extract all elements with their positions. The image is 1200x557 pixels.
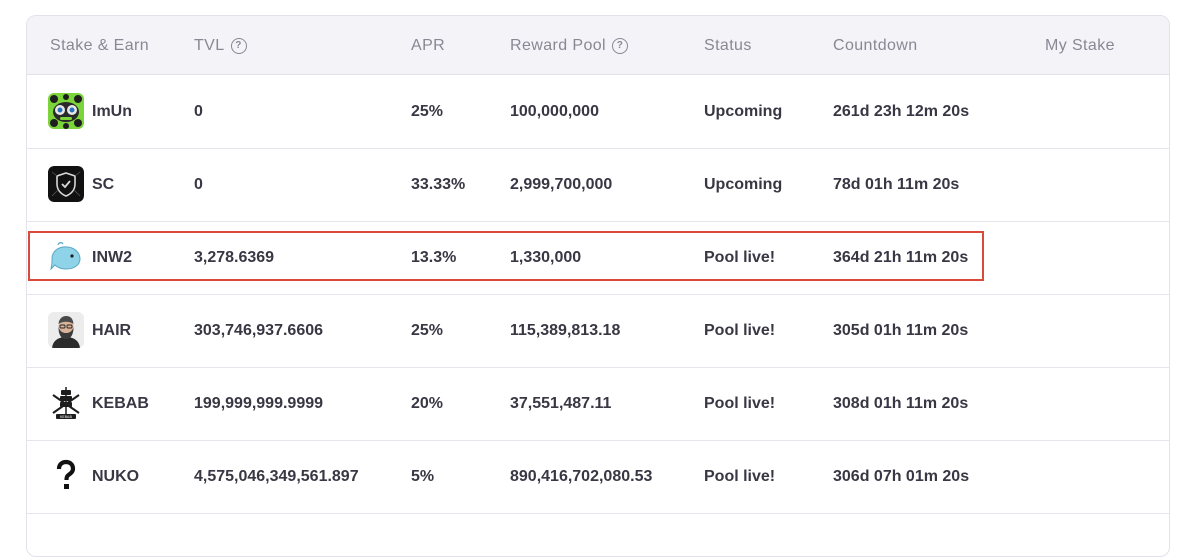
status-value: Pool live! [704, 321, 776, 339]
header-tvl: TVL? [194, 37, 247, 55]
shield-logo-icon [48, 166, 84, 202]
table-row[interactable]: SC 0 33.33% 2,999,700,000 Upcoming 78d 0… [27, 148, 1169, 222]
tvl-value: 0 [194, 102, 203, 120]
countdown-value: 306d 07h 01m 20s [833, 467, 970, 485]
countdown-value: 261d 23h 12m 20s [833, 102, 970, 120]
token-name: HAIR [92, 321, 132, 339]
status-value: Pool live! [704, 467, 776, 485]
apr-value: 33.33% [411, 175, 466, 193]
table-row[interactable]: KEBAB KEBAB 199,999,999.9999 20% 37,551,… [27, 367, 1169, 441]
reward-pool-value: 890,416,702,080.53 [510, 467, 653, 485]
header-my-stake: My Stake [1045, 37, 1115, 54]
status-value: Upcoming [704, 102, 783, 120]
token-name: KEBAB [92, 394, 149, 412]
token-name: SC [92, 175, 115, 193]
kebab-logo-icon: KEBAB [48, 385, 84, 421]
table-row[interactable]: HAIR 303,746,937.6606 25% 115,389,813.18… [27, 294, 1169, 368]
staking-table: Stake & Earn TVL? APR Reward Pool? Statu… [26, 15, 1170, 557]
header-reward-pool: Reward Pool? [510, 37, 629, 55]
reward-pool-value: 100,000,000 [510, 102, 599, 120]
reward-pool-value: 2,999,700,000 [510, 175, 613, 193]
header-stake-earn: Stake & Earn [50, 37, 150, 54]
token-name: INW2 [92, 248, 132, 266]
imun-logo-icon [48, 93, 84, 129]
table-row[interactable]: NUKO 4,575,046,349,561.897 5% 890,416,70… [27, 440, 1169, 514]
svg-text:KEBAB: KEBAB [60, 415, 72, 419]
tvl-value: 4,575,046,349,561.897 [194, 467, 359, 485]
countdown-value: 305d 01h 11m 20s [833, 321, 969, 339]
status-value: Pool live! [704, 248, 776, 266]
question-mark-icon [48, 458, 84, 494]
reward-pool-value: 115,389,813.18 [510, 321, 621, 339]
table-row[interactable]: ImUn 0 25% 100,000,000 Upcoming 261d 23h… [27, 75, 1169, 149]
apr-value: 25% [411, 102, 444, 120]
token-name: ImUn [92, 102, 132, 120]
reward-pool-value: 1,330,000 [510, 248, 582, 266]
whale-logo-icon [48, 239, 84, 275]
table-header: Stake & Earn TVL? APR Reward Pool? Statu… [27, 16, 1169, 75]
status-value: Upcoming [704, 175, 783, 193]
countdown-value: 308d 01h 11m 20s [833, 394, 969, 412]
tvl-value: 199,999,999.9999 [194, 394, 324, 412]
countdown-value: 78d 01h 11m 20s [833, 175, 960, 193]
countdown-value: 364d 21h 11m 20s [833, 248, 969, 266]
bearded-man-icon [48, 312, 84, 348]
header-apr: APR [411, 37, 446, 54]
header-status: Status [704, 37, 752, 54]
table-row[interactable]: INW2 3,278.6369 13.3% 1,330,000 Pool liv… [27, 221, 1169, 295]
info-icon[interactable]: ? [612, 38, 629, 54]
apr-value: 13.3% [411, 248, 457, 266]
apr-value: 5% [411, 467, 435, 485]
tvl-value: 3,278.6369 [194, 248, 275, 266]
tvl-value: 0 [194, 175, 203, 193]
apr-value: 25% [411, 321, 444, 339]
reward-pool-value: 37,551,487.11 [510, 394, 612, 412]
token-name: NUKO [92, 467, 140, 485]
info-icon[interactable]: ? [230, 38, 247, 54]
status-value: Pool live! [704, 394, 776, 412]
header-countdown: Countdown [833, 37, 918, 54]
tvl-value: 303,746,937.6606 [194, 321, 324, 339]
apr-value: 20% [411, 394, 444, 412]
